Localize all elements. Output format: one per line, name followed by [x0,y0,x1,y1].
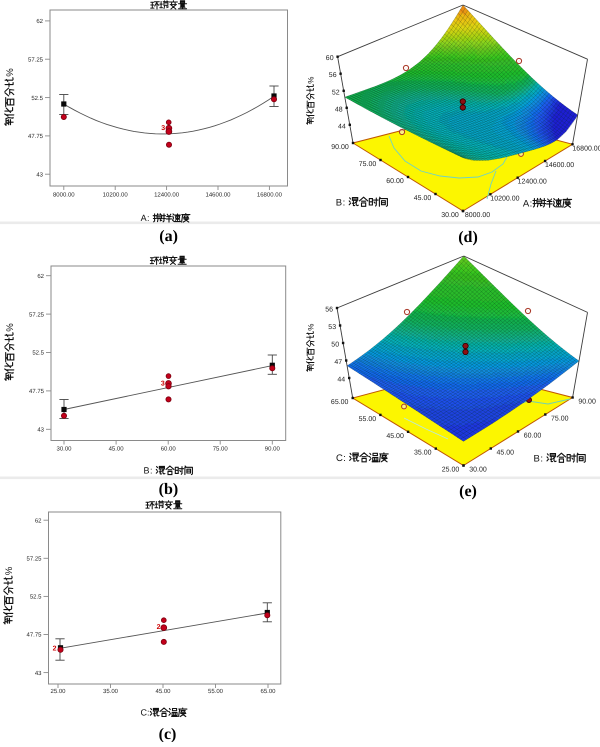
svg-text:47.75: 47.75 [26,632,42,639]
svg-text:16800.00: 16800.00 [257,192,283,199]
svg-text:(c): (c) [159,726,177,742]
svg-text:(d): (d) [458,229,478,246]
svg-text:%: % [5,323,16,332]
svg-text:75.00: 75.00 [213,446,229,453]
svg-text:56: 56 [325,307,333,314]
svg-text:B: B [143,466,149,476]
svg-text:60: 60 [326,55,334,62]
svg-text::: : [530,198,533,209]
svg-text:35.00: 35.00 [414,450,432,457]
svg-text:2: 2 [157,624,161,631]
svg-text:8000.00: 8000.00 [53,192,75,199]
svg-text:52.5: 52.5 [30,594,42,601]
svg-text:52.5: 52.5 [32,350,44,357]
svg-text:(e): (e) [459,483,477,500]
svg-text::: : [150,466,153,476]
svg-text:10200.00: 10200.00 [490,195,519,202]
svg-text:%: % [5,68,16,77]
svg-text:3: 3 [161,381,165,388]
svg-text:90.00: 90.00 [331,144,349,151]
svg-text:53: 53 [328,324,336,331]
svg-text:60.00: 60.00 [524,433,542,440]
svg-text:(a): (a) [159,228,178,245]
svg-text:16800.00: 16800.00 [572,145,600,152]
svg-text:25.00: 25.00 [442,467,460,474]
svg-text:45.00: 45.00 [497,450,515,457]
svg-text:48: 48 [335,106,343,113]
svg-text:60.00: 60.00 [386,178,404,185]
svg-text:55.00: 55.00 [208,688,224,695]
svg-text::: : [540,453,543,464]
svg-text:57.25: 57.25 [29,311,45,318]
svg-text:%: % [4,566,15,575]
svg-text:B: B [534,453,540,464]
svg-text:35.00: 35.00 [103,688,119,695]
svg-text:57.25: 57.25 [26,556,42,563]
svg-text:44: 44 [338,123,346,130]
svg-text:47.75: 47.75 [28,133,44,140]
svg-text::: : [147,213,150,223]
svg-text:43: 43 [35,670,42,677]
svg-text:%: % [306,77,315,84]
svg-text:(b): (b) [159,481,179,498]
svg-text:45.00: 45.00 [155,688,171,695]
svg-text:30.00: 30.00 [56,446,72,453]
svg-text:A: A [523,198,530,209]
svg-text:52.5: 52.5 [31,95,43,102]
svg-text:62: 62 [37,273,44,280]
svg-text:56: 56 [329,72,337,79]
svg-text:8000.00: 8000.00 [465,212,490,219]
svg-text:52: 52 [332,89,340,96]
svg-text:10200.00: 10200.00 [103,192,129,199]
svg-text:90.00: 90.00 [578,399,596,406]
svg-text:65.00: 65.00 [331,399,349,406]
svg-text:47.75: 47.75 [29,388,45,395]
svg-text:14600.00: 14600.00 [205,192,231,199]
svg-text:%: % [306,324,315,331]
svg-text:90.00: 90.00 [265,446,281,453]
svg-text:75.00: 75.00 [359,161,377,168]
svg-text:65.00: 65.00 [260,688,276,695]
svg-text:55.00: 55.00 [359,416,377,423]
svg-text:A: A [141,213,147,223]
svg-text:30.00: 30.00 [441,212,459,219]
svg-text::: : [147,708,150,718]
svg-text:C: C [140,708,147,718]
svg-text:50: 50 [331,342,339,349]
svg-text:45.00: 45.00 [414,195,432,202]
svg-text:60.00: 60.00 [161,446,177,453]
svg-text::: : [343,197,346,208]
svg-text:57.25: 57.25 [28,56,44,63]
svg-text:14600.00: 14600.00 [545,162,574,169]
svg-text:44: 44 [337,377,345,384]
svg-text::: : [343,453,346,464]
svg-text:75.00: 75.00 [551,416,569,423]
svg-text:62: 62 [35,517,42,524]
svg-text:12400.00: 12400.00 [154,192,180,199]
svg-text:62: 62 [36,18,43,25]
svg-text:25.00: 25.00 [50,688,66,695]
svg-text:47: 47 [334,359,342,366]
svg-text:45.00: 45.00 [109,446,125,453]
svg-text:30.00: 30.00 [469,467,487,474]
svg-text:C: C [336,453,343,464]
svg-text:2: 2 [53,646,57,653]
svg-text:45.00: 45.00 [386,433,404,440]
svg-text:43: 43 [37,427,44,434]
svg-text:12400.00: 12400.00 [518,179,547,186]
svg-text:B: B [336,197,342,208]
svg-text:3: 3 [161,125,165,132]
svg-text:43: 43 [36,171,43,178]
